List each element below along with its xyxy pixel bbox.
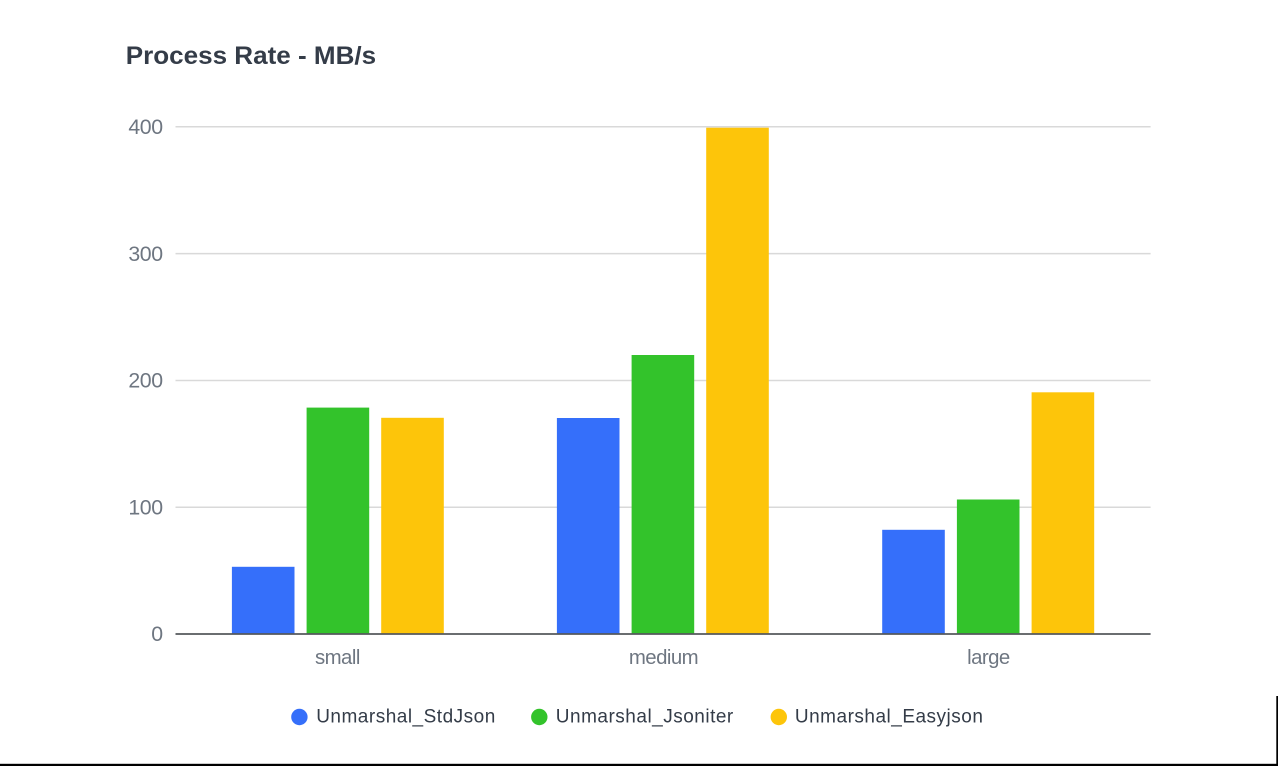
svg-text:Unmarshal_StdJson: Unmarshal_StdJson [316,707,496,728]
svg-text:100: 100 [128,495,163,519]
svg-text:Unmarshal_Easyjson: Unmarshal_Easyjson [795,707,984,728]
svg-text:small: small [315,647,360,669]
svg-text:Unmarshal_Jsoniter: Unmarshal_Jsoniter [556,707,734,728]
svg-text:200: 200 [128,369,163,393]
svg-text:0: 0 [151,622,163,646]
svg-text:400: 400 [128,115,163,139]
svg-text:medium: medium [629,647,698,669]
svg-text:300: 300 [128,242,163,266]
svg-text:Process Rate - MB/s: Process Rate - MB/s [126,42,376,69]
svg-text:large: large [967,647,1010,669]
